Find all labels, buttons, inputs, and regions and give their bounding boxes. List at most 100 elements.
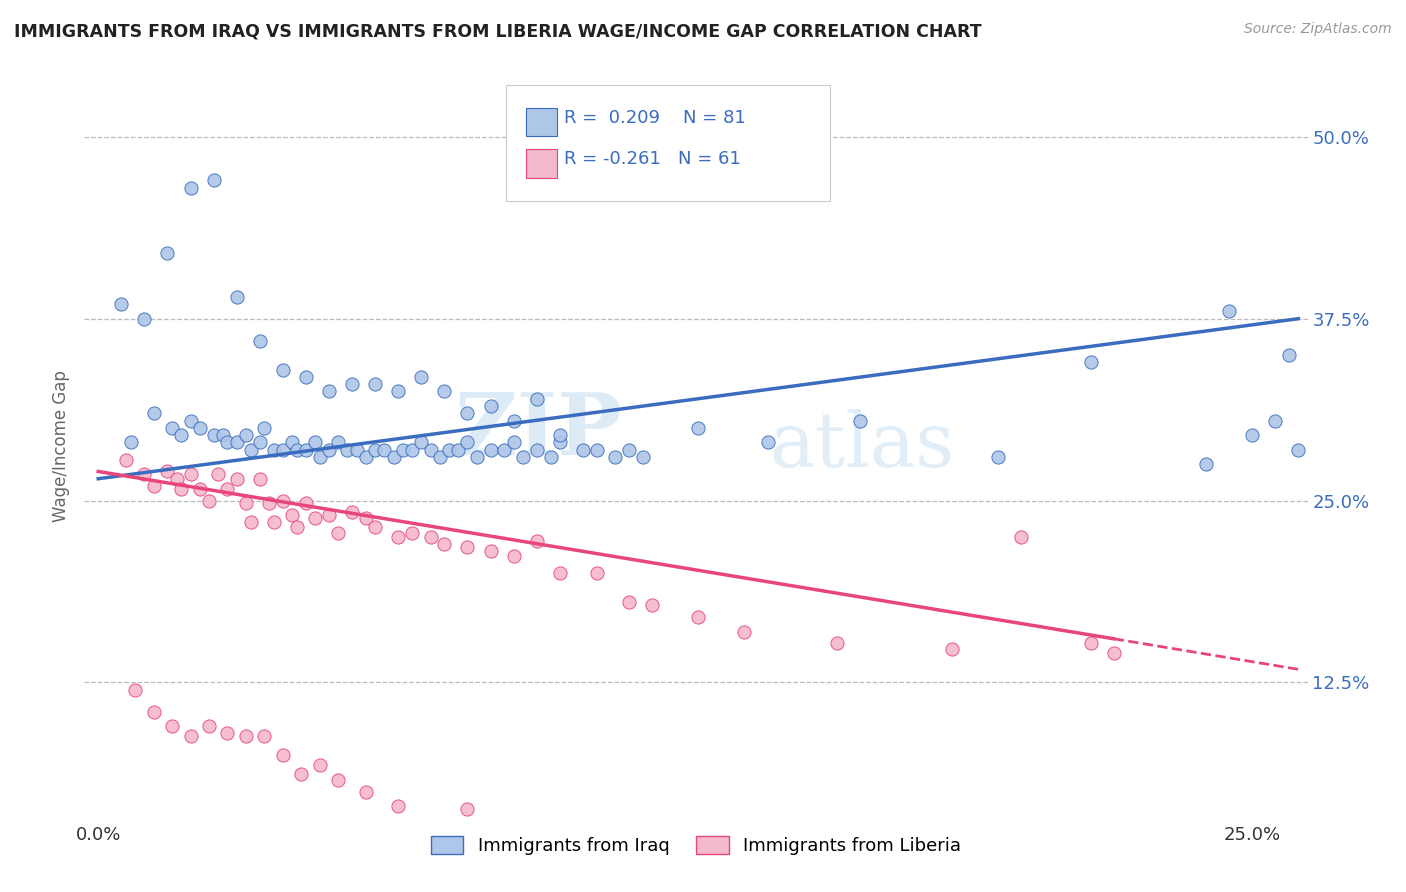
Point: [134, 467, 156, 482]
Point: [328, 525, 350, 540]
Point: [180, 729, 202, 743]
Point: [526, 534, 548, 549]
Point: [364, 442, 387, 457]
Point: [225, 435, 247, 450]
Point: [263, 516, 285, 530]
Point: [340, 377, 363, 392]
Point: [401, 525, 423, 540]
Point: [188, 482, 211, 496]
Text: R = -0.261   N = 61: R = -0.261 N = 61: [564, 150, 741, 168]
Point: [235, 428, 257, 442]
Point: [198, 719, 221, 733]
Point: [180, 413, 202, 427]
Point: [285, 442, 308, 457]
Point: [585, 566, 607, 581]
Point: [1264, 413, 1286, 427]
Point: [295, 496, 318, 510]
Point: [318, 508, 340, 522]
Point: [354, 784, 377, 798]
Point: [308, 450, 330, 464]
Point: [211, 428, 233, 442]
Point: [688, 421, 710, 435]
Point: [263, 442, 285, 457]
Point: [502, 549, 524, 563]
Point: [605, 450, 627, 464]
Point: [987, 450, 1010, 464]
Point: [328, 435, 350, 450]
Point: [202, 428, 225, 442]
Point: [447, 442, 470, 457]
Point: [1218, 304, 1240, 318]
Point: [156, 465, 179, 479]
Point: [941, 642, 963, 657]
Point: [235, 729, 257, 743]
Point: [401, 442, 423, 457]
Point: [387, 799, 409, 814]
Point: [217, 726, 239, 740]
Point: [253, 421, 276, 435]
Point: [354, 511, 377, 525]
Point: [340, 505, 363, 519]
Point: [456, 540, 478, 554]
Point: [295, 442, 318, 457]
Point: [235, 496, 257, 510]
Point: [271, 748, 294, 763]
Point: [688, 610, 710, 624]
Point: [548, 435, 571, 450]
Point: [249, 435, 271, 450]
Point: [134, 311, 156, 326]
Point: [479, 442, 502, 457]
Point: [142, 705, 165, 719]
Point: [160, 421, 183, 435]
Point: [456, 435, 478, 450]
Point: [641, 599, 664, 613]
Point: [170, 428, 193, 442]
Point: [120, 435, 142, 450]
Point: [225, 472, 247, 486]
Point: [387, 384, 409, 399]
Point: [572, 442, 595, 457]
Point: [429, 450, 451, 464]
Point: [502, 435, 524, 450]
Text: atlas: atlas: [769, 409, 955, 483]
Point: [479, 399, 502, 413]
Point: [142, 406, 165, 420]
Point: [124, 682, 146, 697]
Point: [318, 442, 340, 457]
Point: [1080, 355, 1102, 369]
Point: [354, 450, 377, 464]
Point: [849, 413, 872, 427]
Point: [512, 450, 534, 464]
Point: [1286, 442, 1309, 457]
Point: [1278, 348, 1301, 362]
Point: [1241, 428, 1264, 442]
Point: [217, 435, 239, 450]
Point: [540, 450, 562, 464]
Point: [1010, 530, 1032, 544]
Text: IMMIGRANTS FROM IRAQ VS IMMIGRANTS FROM LIBERIA WAGE/INCOME GAP CORRELATION CHAR: IMMIGRANTS FROM IRAQ VS IMMIGRANTS FROM …: [14, 22, 981, 40]
Point: [180, 180, 202, 194]
Point: [419, 442, 441, 457]
Point: [110, 297, 132, 311]
Point: [328, 772, 350, 787]
Point: [198, 493, 221, 508]
Point: [207, 467, 229, 482]
Point: [756, 435, 779, 450]
Point: [382, 450, 405, 464]
Point: [170, 482, 193, 496]
Point: [160, 719, 183, 733]
Point: [502, 413, 524, 427]
Point: [387, 530, 409, 544]
Point: [585, 442, 607, 457]
Point: [392, 442, 415, 457]
Text: ZIP: ZIP: [454, 389, 623, 473]
Point: [733, 624, 755, 639]
Point: [419, 530, 441, 544]
Point: [202, 173, 225, 187]
Point: [437, 442, 460, 457]
Text: Source: ZipAtlas.com: Source: ZipAtlas.com: [1244, 22, 1392, 37]
Point: [249, 334, 271, 348]
Point: [304, 435, 326, 450]
Point: [526, 442, 548, 457]
Point: [166, 472, 188, 486]
